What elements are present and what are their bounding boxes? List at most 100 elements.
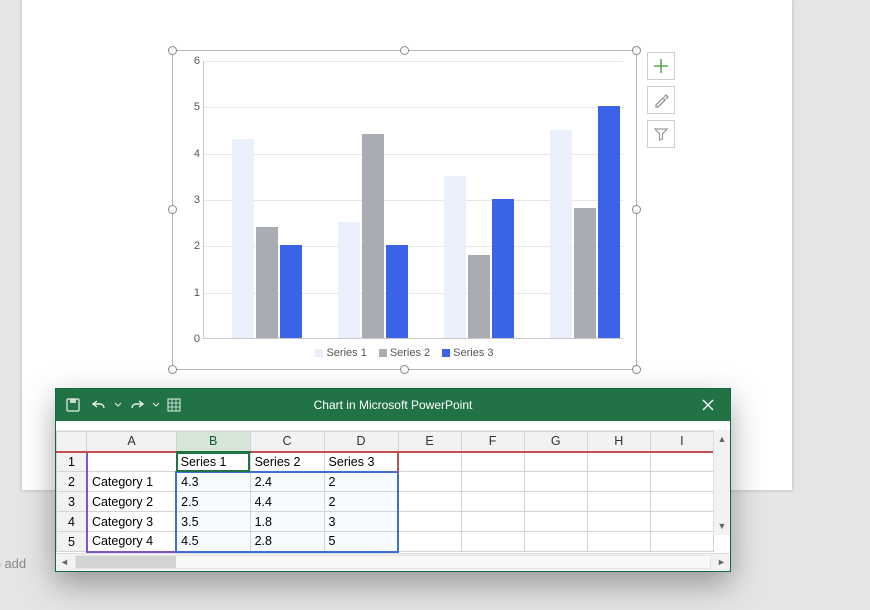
column-header[interactable]: I bbox=[650, 432, 713, 452]
cell[interactable] bbox=[650, 532, 713, 552]
bar[interactable] bbox=[444, 176, 466, 338]
resize-handle[interactable] bbox=[168, 205, 177, 214]
bar[interactable] bbox=[468, 255, 490, 338]
select-all-corner[interactable] bbox=[57, 432, 87, 452]
cell[interactable]: 4.4 bbox=[250, 492, 324, 512]
cell[interactable]: 2 bbox=[324, 472, 398, 492]
cell[interactable] bbox=[524, 532, 587, 552]
cell[interactable] bbox=[398, 452, 461, 472]
cell[interactable] bbox=[87, 452, 176, 472]
chart-legend[interactable]: Series 1 Series 2 Series 3 bbox=[181, 347, 628, 359]
chart-filters-button[interactable] bbox=[647, 120, 675, 148]
cell[interactable] bbox=[398, 472, 461, 492]
chart-styles-button[interactable] bbox=[647, 86, 675, 114]
cell[interactable] bbox=[587, 472, 650, 492]
horizontal-scrollbar[interactable]: ◄ ► bbox=[56, 553, 730, 571]
undo-icon[interactable] bbox=[88, 394, 110, 416]
chart-elements-button[interactable] bbox=[647, 52, 675, 80]
cell[interactable] bbox=[650, 492, 713, 512]
dropdown-icon[interactable] bbox=[114, 394, 122, 416]
cell[interactable] bbox=[650, 512, 713, 532]
edit-data-icon[interactable] bbox=[164, 394, 186, 416]
cell[interactable]: Series 1 bbox=[176, 452, 250, 472]
bar[interactable] bbox=[574, 208, 596, 338]
cell[interactable] bbox=[461, 472, 524, 492]
cell[interactable]: 4.3 bbox=[176, 472, 250, 492]
cell[interactable]: 2.4 bbox=[250, 472, 324, 492]
cell[interactable] bbox=[461, 532, 524, 552]
cell[interactable] bbox=[524, 452, 587, 472]
legend-item[interactable]: Series 3 bbox=[442, 347, 493, 359]
close-button[interactable] bbox=[686, 389, 730, 421]
spreadsheet-grid[interactable]: ABCDEFGHI1Series 1Series 2Series 32Categ… bbox=[56, 431, 714, 553]
cell[interactable]: Category 2 bbox=[87, 492, 176, 512]
bar[interactable] bbox=[256, 227, 278, 338]
cell[interactable]: 2 bbox=[324, 492, 398, 512]
legend-item[interactable]: Series 2 bbox=[379, 347, 430, 359]
cell[interactable] bbox=[524, 512, 587, 532]
bar[interactable] bbox=[280, 245, 302, 338]
bar[interactable] bbox=[232, 139, 254, 338]
save-icon[interactable] bbox=[62, 394, 84, 416]
cell[interactable]: 2.5 bbox=[176, 492, 250, 512]
resize-handle[interactable] bbox=[632, 46, 641, 55]
bar[interactable] bbox=[362, 134, 384, 338]
cell[interactable]: Category 1 bbox=[87, 472, 176, 492]
row-header[interactable]: 4 bbox=[57, 512, 87, 532]
cell[interactable] bbox=[587, 512, 650, 532]
cell[interactable] bbox=[587, 492, 650, 512]
bar[interactable] bbox=[338, 222, 360, 338]
column-header[interactable]: H bbox=[587, 432, 650, 452]
bar[interactable] bbox=[550, 130, 572, 339]
column-header[interactable]: C bbox=[250, 432, 324, 452]
cell[interactable] bbox=[398, 492, 461, 512]
resize-handle[interactable] bbox=[168, 365, 177, 374]
cell[interactable] bbox=[461, 452, 524, 472]
redo-icon[interactable] bbox=[126, 394, 148, 416]
cell[interactable]: Category 4 bbox=[87, 532, 176, 552]
bar[interactable] bbox=[492, 199, 514, 338]
resize-handle[interactable] bbox=[632, 365, 641, 374]
resize-handle[interactable] bbox=[400, 365, 409, 374]
scroll-right-icon[interactable]: ► bbox=[713, 557, 730, 567]
cell[interactable] bbox=[398, 512, 461, 532]
cell[interactable] bbox=[524, 492, 587, 512]
resize-handle[interactable] bbox=[632, 205, 641, 214]
plot-area[interactable]: 0123456 bbox=[203, 61, 623, 339]
scroll-up-icon[interactable]: ▲ bbox=[714, 431, 730, 448]
scroll-left-icon[interactable]: ◄ bbox=[56, 557, 73, 567]
column-header[interactable]: E bbox=[398, 432, 461, 452]
bar[interactable] bbox=[598, 106, 620, 338]
cell[interactable]: 3.5 bbox=[176, 512, 250, 532]
cell[interactable] bbox=[461, 512, 524, 532]
cell[interactable]: 1.8 bbox=[250, 512, 324, 532]
column-header[interactable]: A bbox=[87, 432, 176, 452]
cell[interactable] bbox=[650, 472, 713, 492]
cell[interactable]: 4.5 bbox=[176, 532, 250, 552]
dropdown-icon[interactable] bbox=[152, 394, 160, 416]
vertical-scrollbar[interactable]: ▲ ▼ bbox=[713, 431, 730, 535]
cell[interactable] bbox=[587, 452, 650, 472]
row-header[interactable]: 5 bbox=[57, 532, 87, 552]
cell[interactable]: Series 3 bbox=[324, 452, 398, 472]
row-header[interactable]: 1 bbox=[57, 452, 87, 472]
scroll-down-icon[interactable]: ▼ bbox=[714, 518, 730, 535]
cell[interactable]: 2.8 bbox=[250, 532, 324, 552]
row-header[interactable]: 2 bbox=[57, 472, 87, 492]
scroll-thumb[interactable] bbox=[76, 556, 176, 568]
cell[interactable]: 5 bbox=[324, 532, 398, 552]
cell[interactable] bbox=[650, 452, 713, 472]
column-header[interactable]: B bbox=[176, 432, 250, 452]
chart-object[interactable]: 0123456 Series 1 Series 2 Series 3 bbox=[172, 50, 637, 370]
cell[interactable] bbox=[461, 492, 524, 512]
row-header[interactable]: 3 bbox=[57, 492, 87, 512]
resize-handle[interactable] bbox=[168, 46, 177, 55]
data-editor-window[interactable]: Chart in Microsoft PowerPoint ABCDEFGHI1… bbox=[55, 388, 731, 572]
column-header[interactable]: D bbox=[324, 432, 398, 452]
legend-item[interactable]: Series 1 bbox=[315, 347, 366, 359]
cell[interactable]: Series 2 bbox=[250, 452, 324, 472]
bar[interactable] bbox=[386, 245, 408, 338]
cell[interactable]: 3 bbox=[324, 512, 398, 532]
cell[interactable] bbox=[587, 532, 650, 552]
resize-handle[interactable] bbox=[400, 46, 409, 55]
